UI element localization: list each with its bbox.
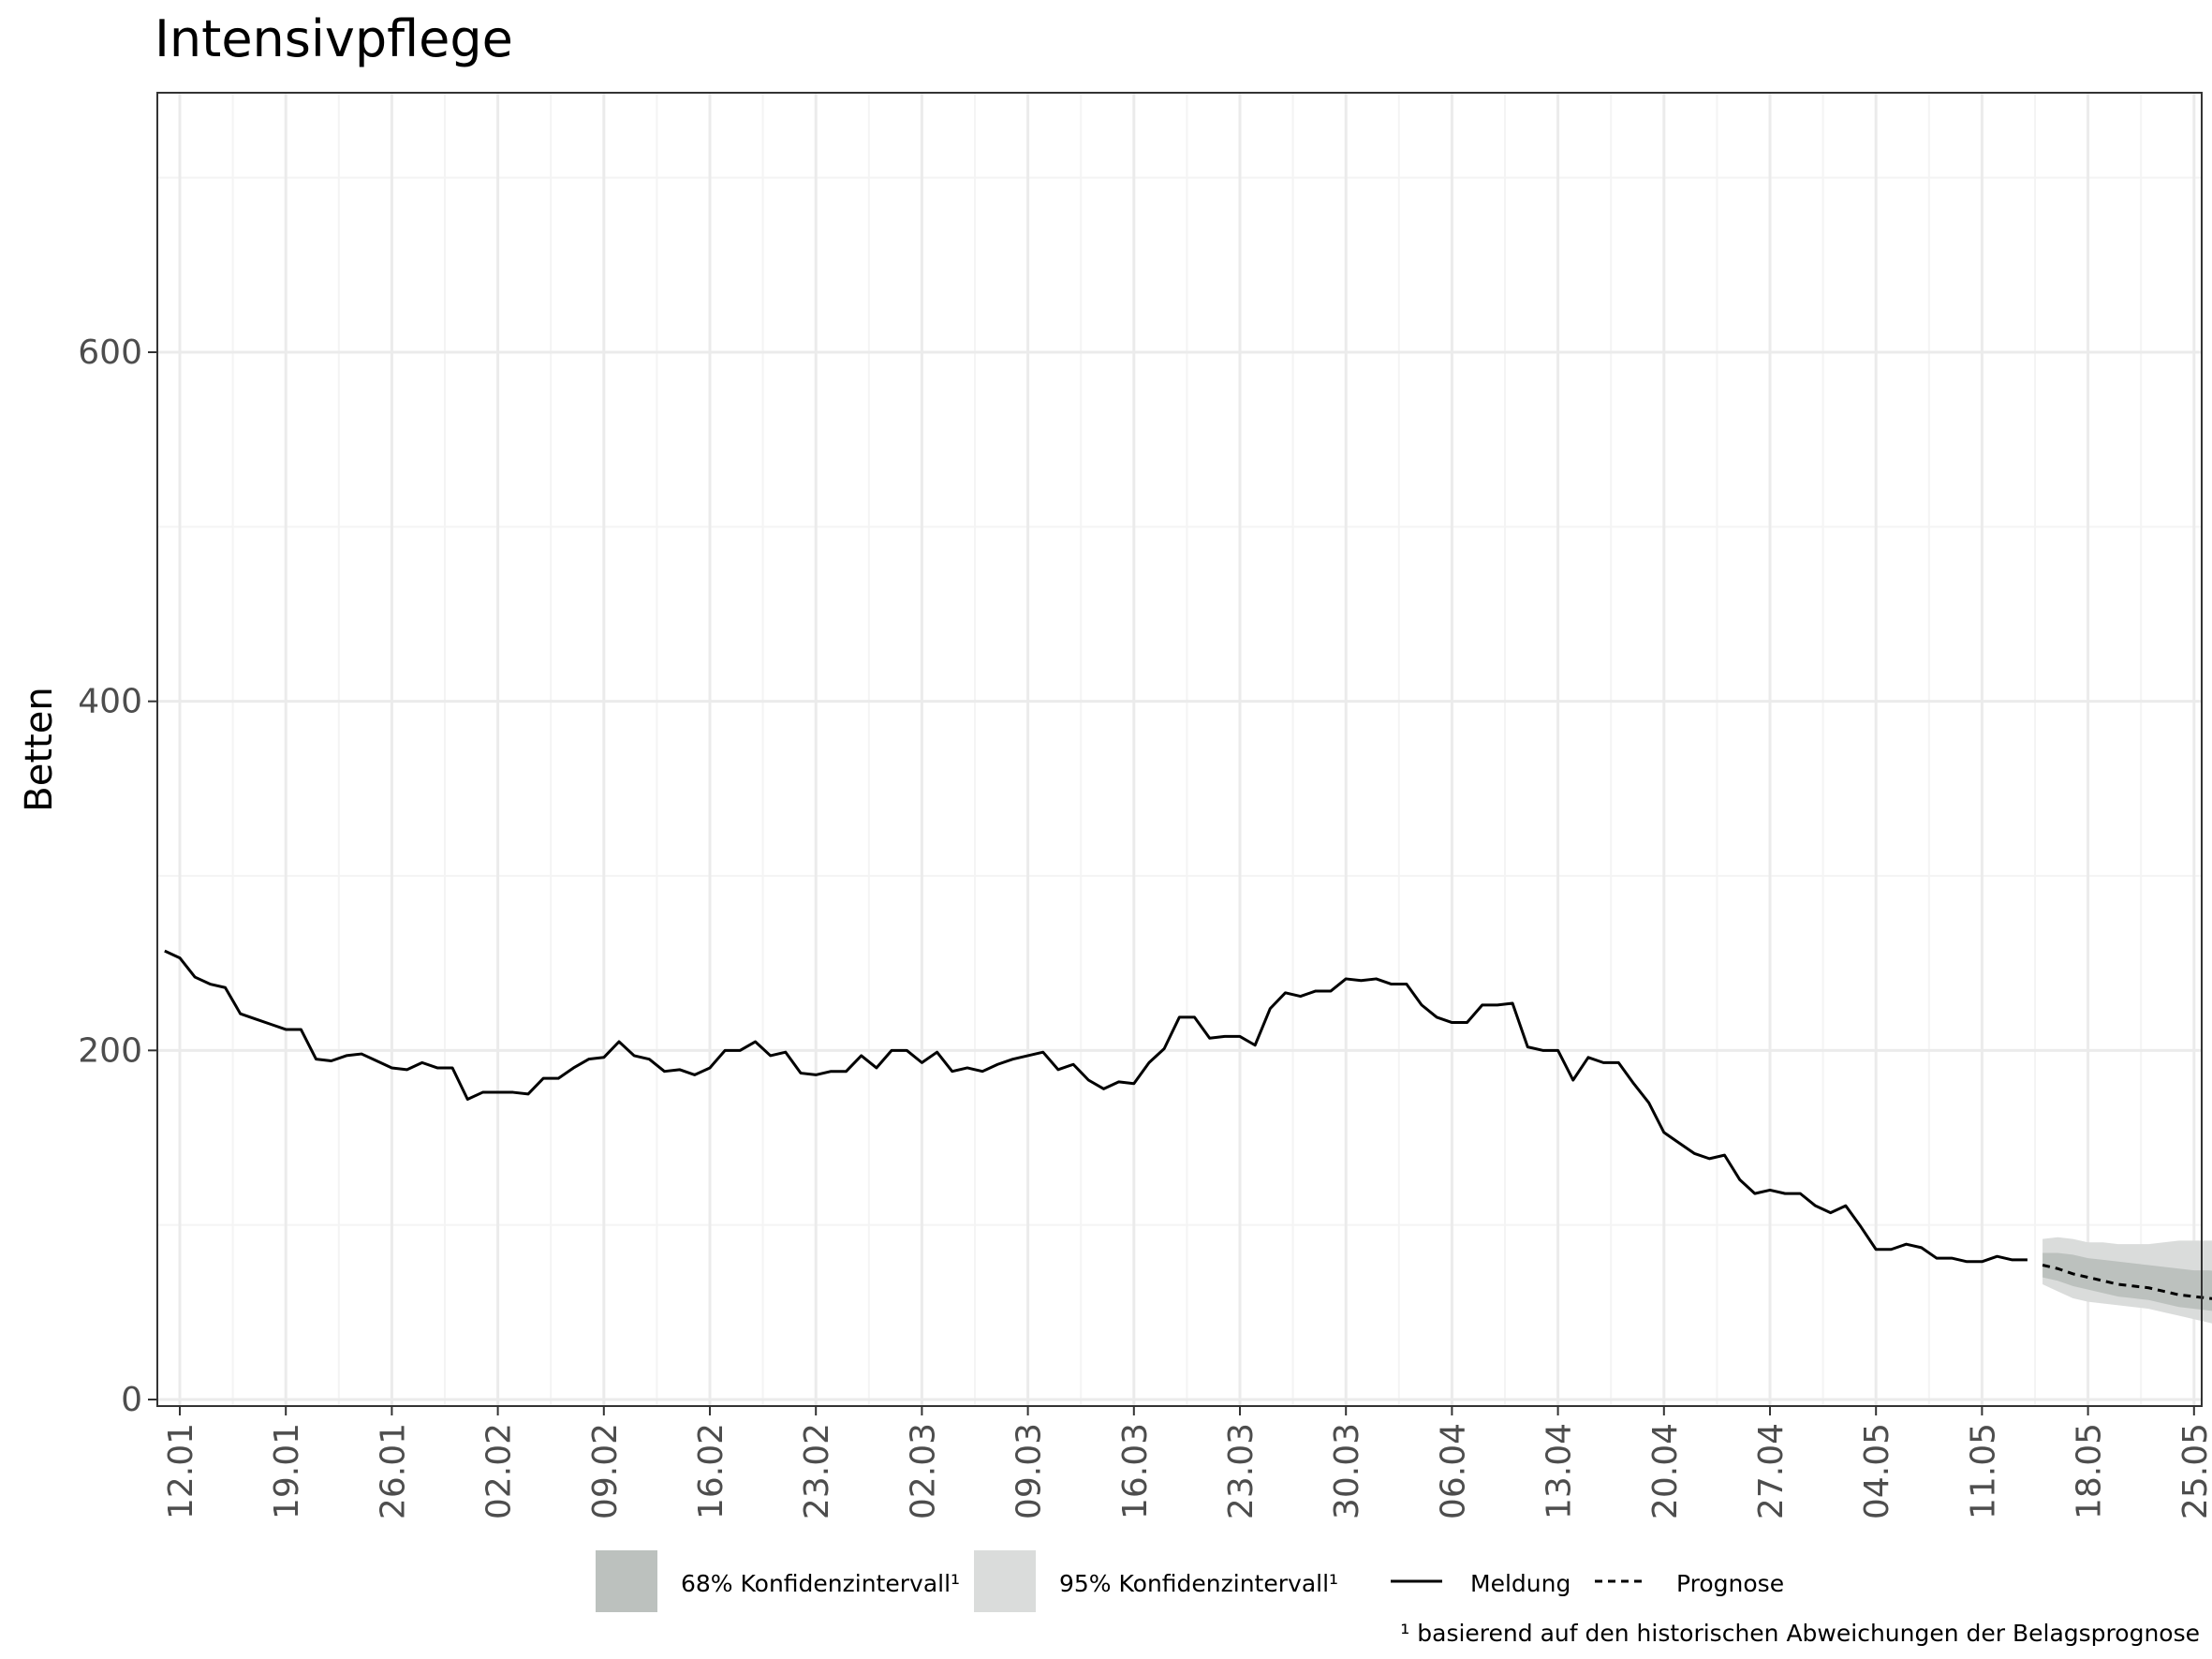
x-tick-label: 06.04 (1434, 1423, 1472, 1519)
y-axis-ticks: 0 200 400 600 (78, 333, 157, 1419)
x-tick-label: 16.03 (1116, 1423, 1155, 1519)
x-tick-label: 19.01 (268, 1423, 306, 1519)
series-line-prognose (2042, 1264, 2212, 1300)
plot-area (156, 92, 2212, 1407)
x-tick-label: 23.03 (1222, 1423, 1261, 1519)
y-tick-label: 0 (121, 1381, 142, 1419)
x-tick-label: 12.01 (162, 1423, 200, 1519)
x-tick-label: 02.02 (480, 1423, 519, 1519)
x-tick-label: 11.05 (1964, 1423, 2002, 1519)
confidence-bands (2042, 1237, 2212, 1324)
legend: 68% Konfidenzintervall¹ 95% Konfidenzint… (596, 1550, 1784, 1612)
x-tick-label: 20.04 (1646, 1423, 1685, 1519)
legend-label-ci68: 68% Konfidenzintervall¹ (681, 1570, 960, 1597)
series-line-meldung (164, 949, 2028, 1264)
x-tick-label: 02.03 (904, 1423, 942, 1519)
x-tick-label: 09.03 (1010, 1423, 1049, 1519)
y-tick-label: 200 (78, 1031, 142, 1070)
x-tick-label: 09.02 (586, 1423, 625, 1519)
panel-border (156, 92, 2203, 1407)
band-ci68 (2042, 1252, 2212, 1311)
y-tick-label: 400 (78, 683, 142, 721)
x-tick-label: 26.01 (374, 1423, 412, 1519)
x-tick-label: 27.04 (1752, 1423, 1791, 1519)
y-tick-label: 600 (78, 333, 142, 372)
legend-label-ci95: 95% Konfidenzintervall¹ (1059, 1570, 1338, 1597)
x-tick-label: 25.05 (2176, 1423, 2212, 1519)
grid-minor (157, 93, 2202, 1406)
x-tick-label: 30.03 (1328, 1423, 1366, 1519)
series-lines (164, 949, 2212, 1300)
y-axis-label: Betten (18, 687, 61, 811)
legend-label-meldung: Meldung (1470, 1570, 1571, 1597)
x-axis-ticks: 12.01 19.01 26.01 02.02 09.02 16.02 23.02 02.03… (162, 1406, 2212, 1519)
x-tick-label: 04.05 (1858, 1423, 1896, 1519)
legend-key-ci95 (974, 1550, 1036, 1612)
grid-major (157, 93, 2202, 1406)
chart-title: Intensivpflege (155, 9, 513, 68)
x-tick-label: 13.04 (1541, 1423, 1579, 1519)
footnote: ¹ basierend auf den historischen Abweich… (1400, 1620, 2200, 1647)
x-tick-label: 23.02 (798, 1423, 836, 1519)
x-tick-label: 16.02 (692, 1423, 730, 1519)
legend-label-prognose: Prognose (1676, 1570, 1784, 1597)
x-tick-label: 18.05 (2071, 1423, 2109, 1519)
legend-key-ci68 (596, 1550, 657, 1612)
